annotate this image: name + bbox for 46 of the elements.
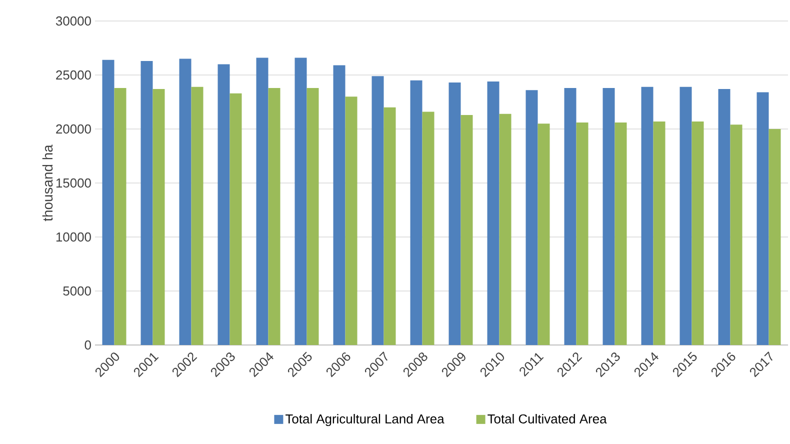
bar [191,86,204,345]
bar [448,82,461,345]
bar [152,89,165,345]
legend-label: Total Agricultural Land Area [286,414,444,426]
bar [268,88,280,345]
bar [538,124,550,345]
y-tick-label: 15000 [56,178,91,188]
bar [218,64,230,345]
bar [526,90,538,345]
y-tick-label: 10000 [56,232,91,242]
bar [294,58,307,345]
bar [768,129,781,345]
bar [487,81,500,345]
bar [140,60,153,345]
y-tick-label: 0 [84,340,91,350]
bar [460,114,473,345]
bar [384,107,396,345]
bar [614,122,627,345]
bar [653,121,666,345]
bar [372,76,384,345]
bar [306,88,319,345]
bar [602,88,615,345]
bar [692,121,704,345]
legend-label: Total Cultivated Area [488,414,607,424]
bar [422,112,434,345]
bar [256,58,268,345]
bar [564,88,576,345]
bar [680,86,692,345]
bar [730,124,742,345]
bar [102,60,114,345]
bar [718,89,730,345]
bar [114,88,126,345]
bar [756,92,769,345]
y-tick-label: 5000 [63,286,91,296]
bar [333,65,346,345]
y-tick-label: 30000 [56,16,91,26]
y-axis-title: thousand ha [42,144,53,222]
bar [179,58,192,345]
bar [499,114,512,345]
bar [576,122,588,345]
bar [641,86,654,345]
y-tick-label: 25000 [56,70,91,80]
bar [410,80,422,345]
y-tick-label: 20000 [56,124,91,134]
bar [230,93,242,345]
bar [345,96,358,345]
